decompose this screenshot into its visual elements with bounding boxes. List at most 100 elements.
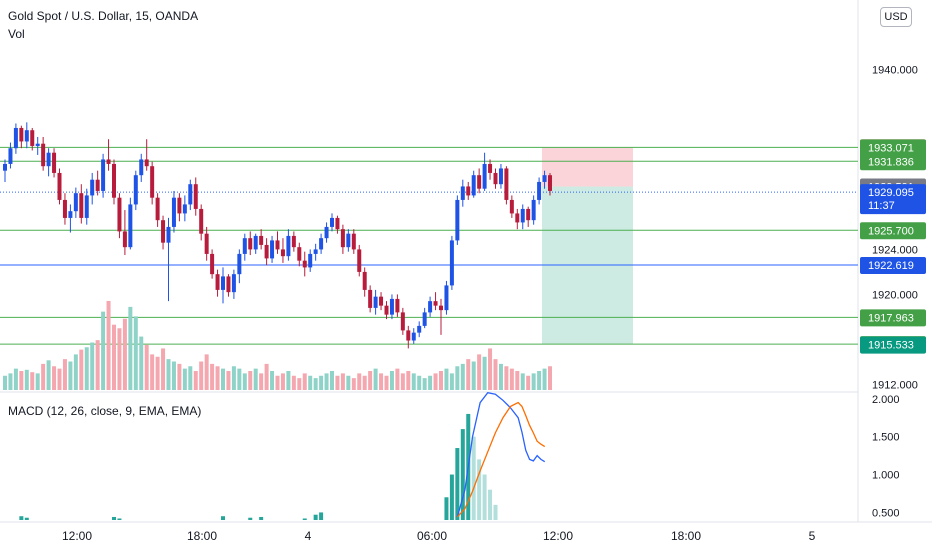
volume-bar bbox=[106, 300, 111, 390]
candle-body bbox=[471, 175, 476, 196]
volume-bar bbox=[335, 375, 340, 390]
macd-histogram-bar bbox=[24, 517, 29, 520]
candle-body bbox=[106, 159, 111, 164]
candle-body bbox=[270, 240, 275, 259]
candle-body bbox=[406, 330, 411, 341]
volume-bar bbox=[3, 375, 7, 390]
candle-body bbox=[57, 172, 62, 200]
candle-body bbox=[122, 231, 127, 248]
macd-histogram-bar bbox=[313, 514, 318, 520]
candle-body bbox=[324, 226, 329, 239]
candle-body bbox=[161, 220, 166, 243]
macd-histogram-bar bbox=[302, 518, 307, 520]
candle-body bbox=[264, 244, 269, 259]
candle-body bbox=[439, 305, 443, 311]
volume-bar bbox=[346, 375, 351, 390]
candle-body bbox=[166, 226, 171, 243]
volume-bar bbox=[155, 356, 160, 390]
volume-bar bbox=[122, 318, 127, 390]
candle-body bbox=[215, 274, 220, 290]
macd-histogram-bar bbox=[493, 504, 498, 520]
volume-bar bbox=[297, 378, 302, 390]
candle-body bbox=[477, 175, 482, 189]
candle-body bbox=[90, 179, 95, 196]
price-label-badge bbox=[860, 139, 926, 157]
volume-bar bbox=[291, 375, 296, 390]
volume-bar bbox=[411, 373, 416, 390]
volume-bar bbox=[313, 378, 318, 390]
macd-axis-tick: 0.500 bbox=[872, 507, 900, 519]
volume-bar bbox=[193, 371, 198, 390]
volume-bar bbox=[215, 366, 220, 390]
candle-body bbox=[368, 289, 373, 308]
macd-histogram-bar bbox=[248, 517, 253, 520]
volume-bar bbox=[112, 324, 116, 390]
volume-bar bbox=[139, 336, 144, 390]
macd-label: MACD (12, 26, close, 9, EMA, EMA) bbox=[8, 404, 202, 418]
volume-bar bbox=[548, 366, 552, 390]
volume-bar bbox=[504, 366, 509, 390]
candle-body bbox=[3, 163, 7, 171]
volume-bar bbox=[373, 368, 378, 390]
volume-bar bbox=[330, 371, 334, 390]
candle-body bbox=[417, 325, 422, 333]
candle-body bbox=[482, 163, 487, 189]
volume-bar bbox=[226, 371, 231, 390]
macd-histogram-bar bbox=[112, 516, 116, 520]
candle-body bbox=[335, 217, 340, 230]
volume-bar bbox=[449, 373, 454, 390]
price-axis-tick: 1920.000 bbox=[872, 289, 918, 301]
candle-body bbox=[68, 211, 73, 218]
candle-body bbox=[460, 186, 465, 200]
volume-bar bbox=[171, 361, 176, 390]
volume-bar bbox=[477, 354, 482, 390]
price-label-text: 1915.533 bbox=[868, 340, 914, 352]
volume-bar bbox=[188, 366, 193, 390]
time-axis-tick: 06:00 bbox=[417, 529, 447, 543]
candle-body bbox=[395, 298, 400, 313]
candle-body bbox=[95, 179, 100, 191]
price-label-badge bbox=[860, 153, 926, 171]
candle-body bbox=[389, 298, 394, 315]
volume-bar bbox=[275, 375, 280, 390]
currency-button[interactable]: USD bbox=[880, 7, 912, 27]
candle-body bbox=[351, 233, 356, 250]
macd-histogram-bar bbox=[471, 436, 476, 520]
candle-body bbox=[308, 253, 313, 268]
volume-bar bbox=[520, 373, 525, 390]
macd-axis-tick: 1.000 bbox=[872, 470, 900, 482]
candle-body bbox=[210, 253, 215, 275]
candle-body bbox=[188, 184, 193, 205]
candle-body bbox=[150, 166, 155, 198]
volume-bar bbox=[433, 373, 438, 390]
volume-bar bbox=[79, 349, 84, 390]
time-axis-tick: 4 bbox=[305, 529, 312, 543]
macd-line bbox=[456, 392, 546, 518]
macd-histogram-bar bbox=[444, 497, 449, 520]
candle-body bbox=[117, 197, 122, 232]
candle-body bbox=[182, 204, 187, 214]
volume-bar bbox=[90, 342, 95, 390]
volume-bar bbox=[493, 359, 498, 390]
volume-bar bbox=[302, 373, 307, 390]
candle-body bbox=[302, 260, 307, 268]
macd-histogram-bar bbox=[482, 474, 487, 520]
candle-body bbox=[8, 148, 13, 164]
candle-body bbox=[237, 253, 242, 275]
candle-body bbox=[30, 130, 35, 146]
time-axis-tick: 18:00 bbox=[671, 529, 701, 543]
price-axis-tick: 1924.000 bbox=[872, 244, 918, 256]
candle-body bbox=[259, 235, 264, 245]
volume-bar bbox=[199, 361, 204, 390]
volume-bar bbox=[95, 340, 100, 390]
volume-bar bbox=[515, 371, 520, 390]
volume-bar bbox=[400, 373, 405, 390]
price-label-text: 1925.700 bbox=[868, 225, 914, 237]
candle-body bbox=[13, 127, 18, 149]
candle-body bbox=[101, 159, 106, 191]
candle-body bbox=[204, 233, 209, 254]
volume-bar bbox=[444, 368, 449, 390]
volume-bar bbox=[253, 368, 258, 390]
candle-body bbox=[253, 235, 258, 250]
